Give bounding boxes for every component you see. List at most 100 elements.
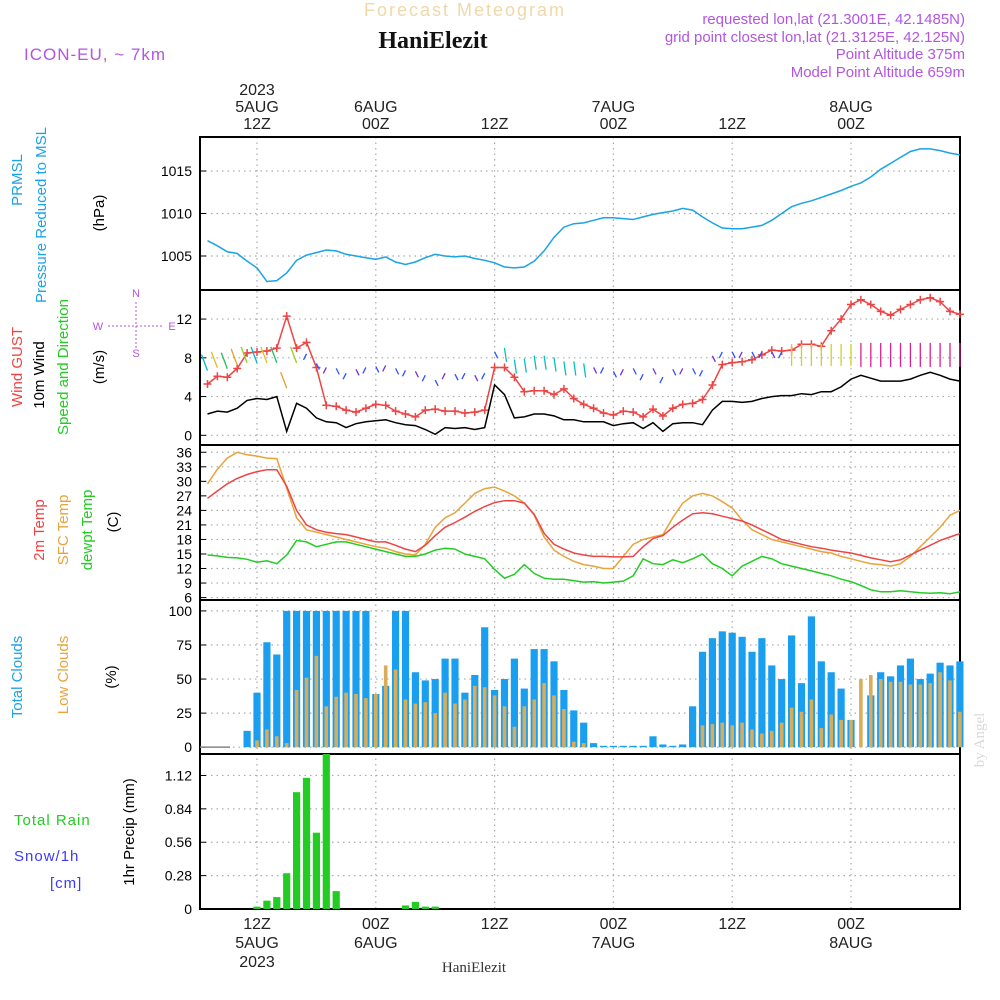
wind-gust-point	[569, 394, 578, 403]
wind-direction-arrow	[355, 369, 360, 376]
low-cloud-bar	[581, 743, 586, 748]
pressure-label-2: Pressure Reduced to MSL	[33, 127, 50, 303]
wind-gust-point	[451, 407, 459, 416]
total-cloud-bar	[768, 665, 776, 748]
rain-bar	[273, 897, 281, 909]
low-cloud-bar	[265, 729, 269, 748]
low-cloud-bar	[958, 711, 962, 748]
rain-bar	[431, 906, 439, 909]
total-cloud-bar	[629, 745, 637, 748]
y-tick-label: 0	[184, 739, 192, 755]
y-tick-label: 100	[169, 603, 193, 619]
wind-direction-arrow	[533, 355, 537, 370]
bottom-time-axis: 12Z 5AUG 2023 00Z 6AUG 12Z 00Z 7AUG 12Z 00Z 8AUG	[235, 916, 873, 971]
wind-direction-arrow	[758, 351, 763, 359]
compass-n: N	[132, 288, 140, 300]
panel-frame	[199, 444, 961, 601]
wind-gust-point	[856, 295, 865, 304]
y-tick-label: 9	[184, 575, 192, 591]
total-cloud-bar	[837, 688, 845, 748]
panel-precip: 0 0.28 0.56 0.84 1.12	[165, 753, 961, 917]
top-time-label: 00Z	[600, 116, 628, 133]
wind-gust-point	[490, 363, 499, 372]
wind-gust-point	[460, 409, 469, 418]
wind-direction-arrow	[692, 368, 697, 375]
low-cloud-bar	[473, 685, 477, 748]
wind-gust-point	[827, 326, 836, 335]
wind-gust-point	[678, 400, 687, 409]
total-cloud-bar	[708, 638, 716, 748]
wind-direction-arrow	[652, 368, 657, 375]
low-cloud-bar	[304, 677, 309, 748]
total-cloud-bar	[827, 672, 835, 748]
wind-direction-arrow	[474, 374, 479, 382]
wind-gust-point	[441, 407, 450, 416]
low-cloud-bar	[740, 722, 744, 748]
low-cloud-bar	[393, 669, 398, 748]
total-cloud-bar	[401, 610, 410, 748]
wind-direction-arrow	[553, 357, 557, 372]
wind-gust-point	[282, 312, 291, 321]
total-cloud-bar	[689, 706, 697, 748]
wind-gust-point	[381, 401, 390, 410]
wind-direction-arrow	[414, 370, 419, 378]
y-tick-label: 30	[176, 473, 192, 489]
bottom-time-label: 8AUG	[829, 935, 873, 952]
wind-gust-point	[203, 379, 212, 388]
wind-direction-arrow	[639, 373, 644, 381]
total-clouds-label: Total Clouds	[9, 636, 26, 719]
wind-gust-point	[837, 315, 846, 324]
total-cloud-bar	[362, 610, 370, 748]
low-cloud-bar	[463, 699, 467, 748]
total-cloud-bar	[956, 661, 964, 748]
total-cloud-bar	[342, 610, 350, 748]
low-cloud-bar	[334, 696, 338, 748]
wind-gust-point	[470, 408, 479, 417]
total-cloud-bar	[659, 744, 667, 748]
y-tick-label: 1010	[161, 206, 192, 222]
grid-point-coords: grid point closest lon,lat (21.3125E, 42…	[665, 29, 965, 46]
wind-direction-arrow	[382, 365, 387, 372]
y-tick-label: 50	[176, 671, 192, 687]
wind-gust-point	[718, 360, 727, 369]
wind-direction-arrow	[771, 351, 776, 359]
total-cloud-bar	[530, 649, 538, 748]
low-cloud-bar	[443, 692, 447, 748]
panel-pressure: 1005 1010 1015	[161, 136, 961, 291]
low-cloud-bar	[433, 713, 437, 748]
wind-gust-point	[688, 399, 697, 408]
pressure-line	[207, 148, 961, 283]
low-cloud-bar	[849, 719, 853, 748]
wind-direction-arrow	[778, 351, 783, 359]
y-tick-label: 6	[184, 590, 192, 606]
bottom-time-label: 00Z	[600, 916, 628, 933]
low-cloud-bar	[512, 726, 517, 748]
total-cloud-bar	[778, 679, 786, 748]
temp-label: 2m Temp	[31, 499, 48, 560]
wind-gust-point	[629, 408, 638, 417]
top-time-label: 12Z	[243, 116, 271, 133]
y-tick-label: 1015	[161, 163, 192, 179]
total-cloud-bar	[273, 654, 281, 748]
wind-gust-point	[936, 297, 945, 306]
low-cloud-bar	[383, 665, 388, 748]
wind-direction-arrow	[503, 347, 508, 362]
low-cloud-bar	[403, 699, 408, 748]
wind-gust-point	[302, 338, 311, 347]
wind-direction-arrow	[335, 368, 340, 375]
y-tick-label: 18	[176, 531, 192, 547]
wind-direction-arrow	[270, 346, 278, 364]
wind-direction-arrow	[401, 370, 407, 377]
compass-w: W	[93, 321, 104, 333]
low-cloud-bar	[898, 681, 903, 748]
point-altitude: Point Altitude 375m	[836, 46, 965, 63]
low-cloud-bar	[710, 724, 715, 748]
wind-gust-point	[233, 364, 242, 373]
low-cloud-bar	[314, 655, 319, 748]
wind-gust-point	[550, 390, 558, 399]
wind-direction-arrow	[395, 368, 400, 375]
y-tick-label: 12	[176, 311, 192, 327]
wind-direction-arrow	[461, 372, 466, 380]
wind-gust-point	[599, 409, 608, 418]
wind-gust-point	[361, 404, 370, 413]
